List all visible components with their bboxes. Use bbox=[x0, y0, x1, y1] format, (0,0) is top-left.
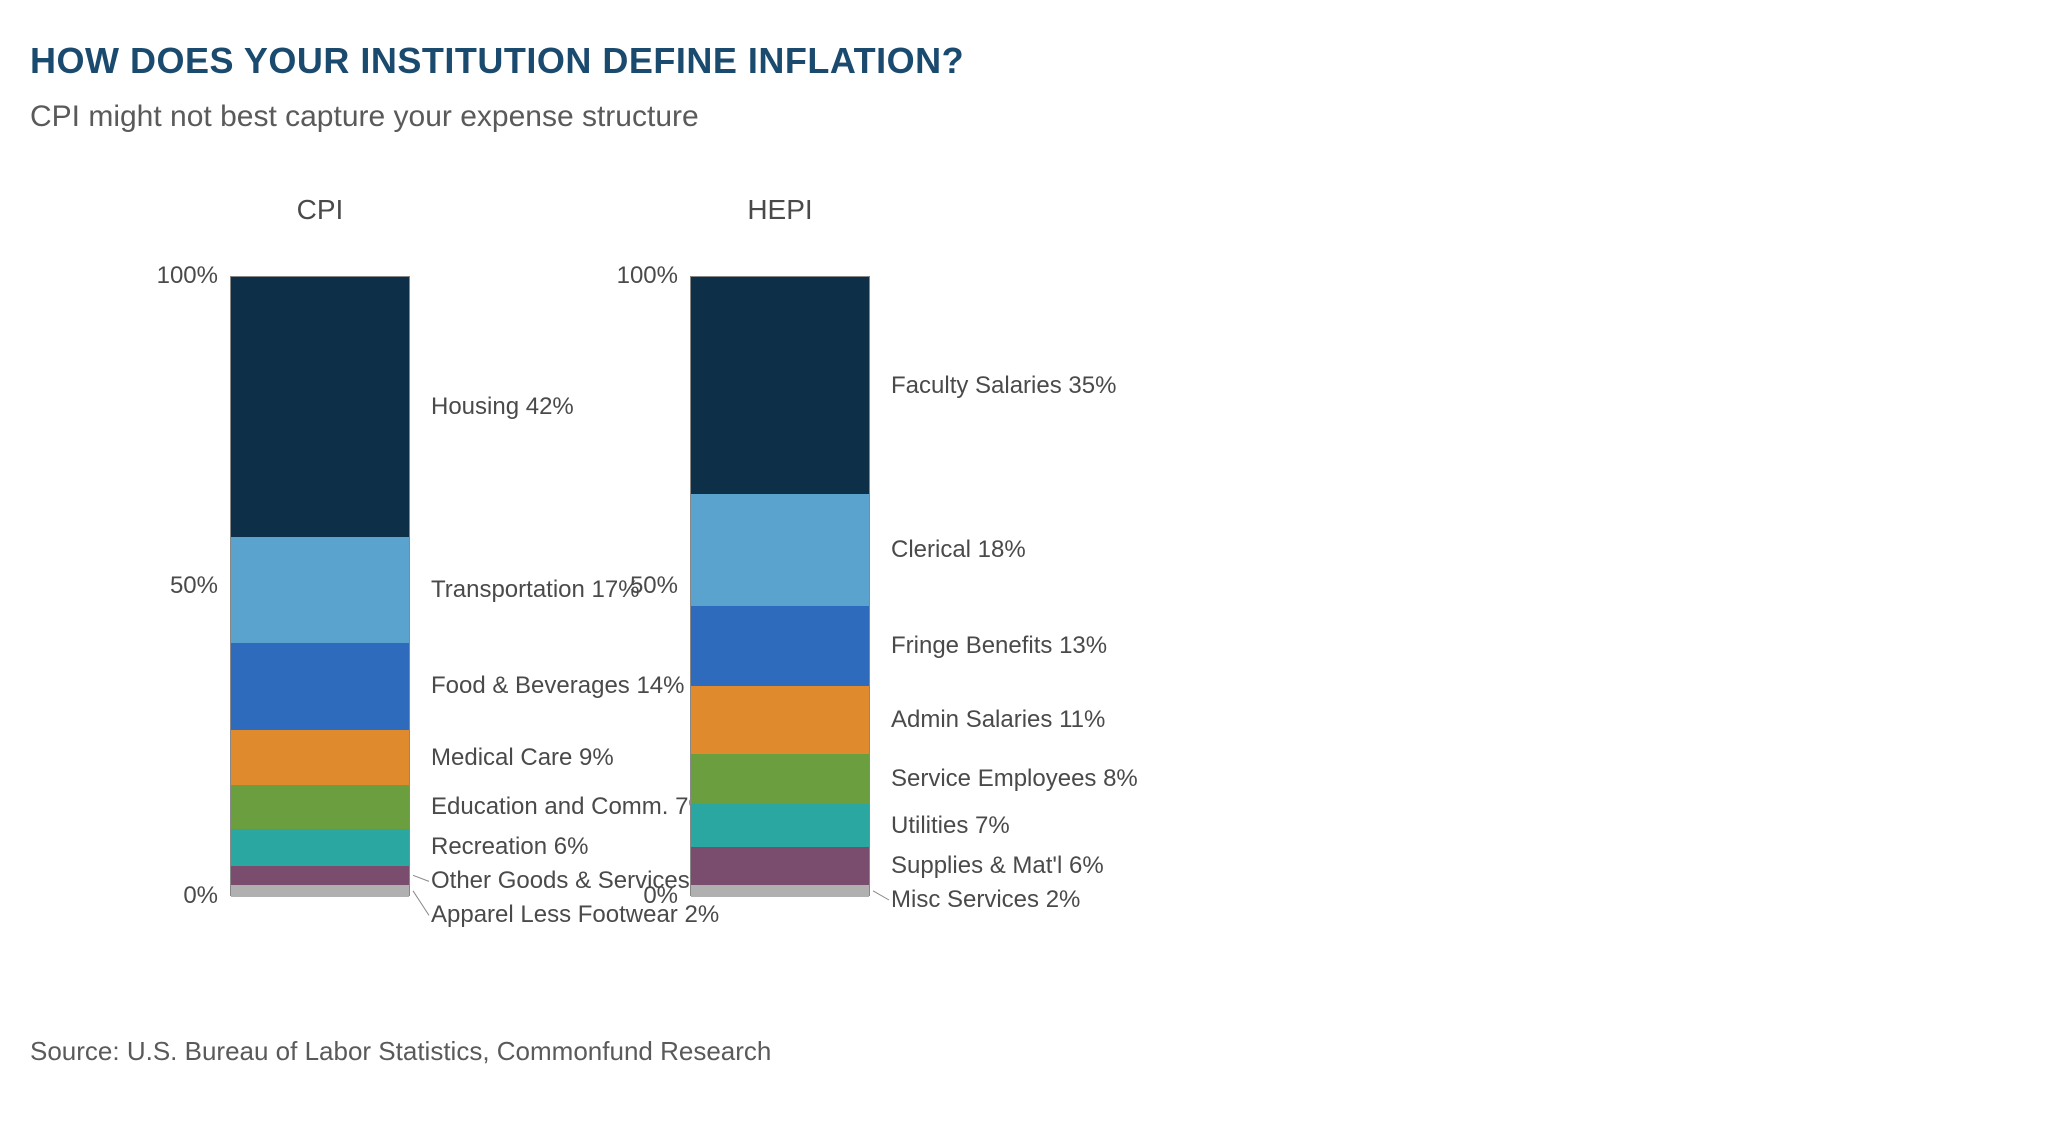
segment-label: Clerical 18% bbox=[891, 536, 1026, 564]
page-subtitle: CPI might not best capture your expense … bbox=[30, 100, 2018, 134]
bar-segment bbox=[691, 754, 869, 804]
y-tick-label: 100% bbox=[157, 262, 218, 290]
y-tick-label: 0% bbox=[183, 882, 218, 910]
y-axis: 100%50%0% bbox=[610, 276, 690, 896]
bar-segment bbox=[231, 866, 409, 885]
charts-container: CPI100%50%0%Housing 42%Transportation 17… bbox=[30, 194, 2018, 896]
bar-segment bbox=[691, 847, 869, 884]
page-title: HOW DOES YOUR INSTITUTION DEFINE INFLATI… bbox=[30, 40, 2018, 82]
stacked-bar: Faculty Salaries 35%Clerical 18%Fringe B… bbox=[690, 276, 870, 896]
stacked-bar: Housing 42%Transportation 17%Food & Beve… bbox=[230, 276, 410, 896]
bar-segment bbox=[231, 785, 409, 828]
segment-label: Housing 42% bbox=[431, 393, 574, 421]
bar-segment bbox=[691, 606, 869, 687]
chart-block-cpi: CPI 100%50%0%Housing 42%Transportation 17… bbox=[150, 194, 410, 896]
segment-label: Transportation 17% bbox=[431, 576, 640, 604]
y-axis: 100%50%0% bbox=[150, 276, 230, 896]
bar-segment bbox=[231, 885, 409, 897]
y-tick-label: 50% bbox=[630, 572, 678, 600]
y-tick-label: 0% bbox=[643, 882, 678, 910]
bar-segment bbox=[231, 829, 409, 866]
segment-label: Misc Services 2% bbox=[891, 886, 1080, 914]
segment-label: Utilities 7% bbox=[891, 812, 1010, 840]
bar-segment bbox=[691, 277, 869, 494]
segment-label: Medical Care 9% bbox=[431, 744, 614, 772]
bar-segment bbox=[691, 804, 869, 847]
bar-segment bbox=[691, 686, 869, 754]
source-text: Source: U.S. Bureau of Labor Statistics,… bbox=[30, 1036, 2018, 1067]
bar-segment bbox=[231, 643, 409, 730]
chart-block-hepi: HEPI 100%50%0%Faculty Salaries 35%Clerica… bbox=[610, 194, 870, 896]
chart-title: CPI bbox=[230, 194, 410, 226]
segment-label: Recreation 6% bbox=[431, 833, 588, 861]
y-tick-label: 100% bbox=[617, 262, 678, 290]
chart-title: HEPI bbox=[690, 194, 870, 226]
bar-segment bbox=[691, 885, 869, 897]
segment-label: Supplies & Mat'l 6% bbox=[891, 852, 1104, 880]
y-tick-label: 50% bbox=[170, 572, 218, 600]
segment-label: Admin Salaries 11% bbox=[891, 706, 1105, 734]
segment-label: Service Employees 8% bbox=[891, 765, 1138, 793]
bar-segment bbox=[691, 494, 869, 606]
bar-segment bbox=[231, 277, 409, 537]
segment-label: Faculty Salaries 35% bbox=[891, 372, 1116, 400]
bar-segment bbox=[231, 537, 409, 642]
bar-segment bbox=[231, 730, 409, 786]
segment-label: Fringe Benefits 13% bbox=[891, 632, 1107, 660]
